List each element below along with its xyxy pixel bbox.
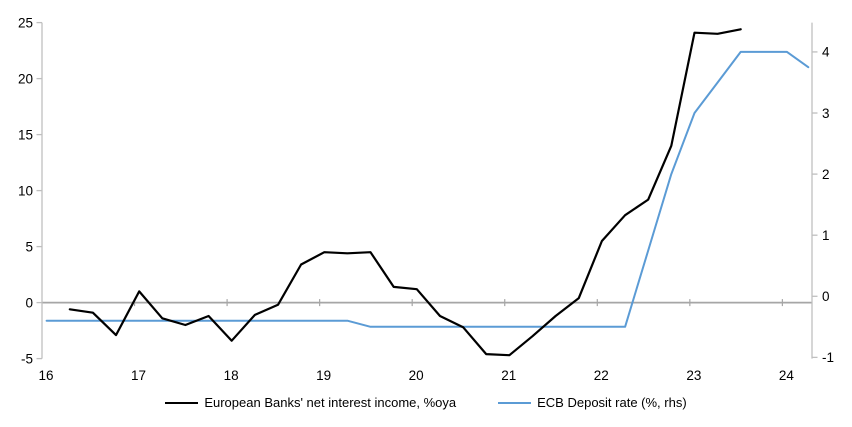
chart-legend: European Banks' net interest income, %oy… — [0, 395, 852, 410]
x-axis-tick-label: 22 — [594, 368, 609, 383]
x-axis-tick-label: 21 — [501, 368, 516, 383]
left-axis-tick-label: 25 — [18, 15, 33, 30]
x-axis-tick-label: 18 — [224, 368, 239, 383]
right-axis-tick-label: 4 — [822, 45, 830, 60]
legend-item-nii: European Banks' net interest income, %oy… — [165, 395, 456, 410]
left-axis-tick-label: 0 — [25, 295, 33, 310]
x-axis-tick-label: 19 — [316, 368, 331, 383]
ecb-legend-label: ECB Deposit rate (%, rhs) — [537, 395, 687, 410]
ecb-line-swatch — [498, 401, 532, 404]
left-axis-tick-label: 5 — [25, 239, 33, 254]
x-axis-tick-label: 23 — [686, 368, 701, 383]
nii-legend-label: European Banks' net interest income, %oy… — [204, 395, 457, 410]
legend-item-ecb: ECB Deposit rate (%, rhs) — [498, 395, 687, 410]
right-axis-tick-label: -1 — [822, 350, 834, 365]
right-axis-tick-label: 3 — [822, 106, 830, 121]
right-axis-tick-label: 0 — [822, 289, 830, 304]
right-axis-tick-label: 2 — [822, 167, 830, 182]
series-line-ecb-deposit-rate — [45, 50, 810, 328]
left-axis-tick-label: -5 — [21, 351, 33, 366]
left-axis-tick-label: 20 — [18, 71, 33, 86]
left-axis-tick-label: 10 — [18, 183, 33, 198]
x-axis-tick-label: 17 — [131, 368, 146, 383]
x-axis-tick-label: 24 — [779, 368, 795, 383]
x-axis-tick-label: 16 — [38, 368, 53, 383]
left-axis-tick-label: 15 — [18, 127, 33, 142]
right-axis-tick-label: 1 — [822, 228, 830, 243]
nii-line-swatch — [165, 401, 199, 404]
x-axis-tick-label: 20 — [409, 368, 424, 383]
series-line-european-banks-nii — [68, 28, 742, 357]
